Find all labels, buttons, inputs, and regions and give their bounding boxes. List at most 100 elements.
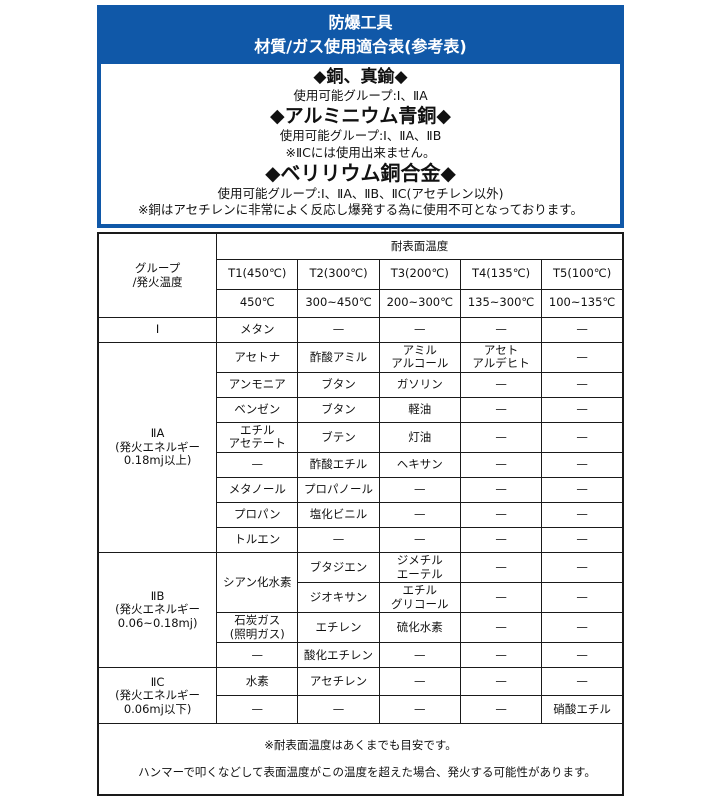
- gas-cell: —: [459, 396, 543, 423]
- gas-cell: —: [459, 421, 543, 454]
- page: 防爆工具 材質/ガス使用適合表(参考表) ◆銅、真鍮◆ 使用可能グループ:Ⅰ、Ⅱ…: [97, 5, 624, 796]
- gas-cell: シアン化水素: [216, 551, 299, 614]
- gas-cell: —: [297, 316, 380, 343]
- temp-range-cell: 450℃: [216, 288, 299, 318]
- table-row: エチル アセテート ブテン 灯油 — —: [98, 421, 624, 454]
- gas-cell: 酢酸アミル: [297, 341, 380, 373]
- gas-cell: —: [378, 477, 461, 503]
- material-heading-beryllium-copper: ◆ベリリウム銅合金◆: [265, 160, 456, 185]
- gas-cell: —: [459, 612, 543, 644]
- gas-cell: —: [297, 527, 380, 553]
- gas-cell: —: [541, 452, 624, 478]
- gas-cell: —: [378, 667, 461, 697]
- table-row: — 酸化エチレン — — —: [98, 642, 624, 669]
- gas-cell: —: [541, 642, 624, 669]
- gas-cell: —: [541, 612, 624, 644]
- footnote-row: ※耐表面温度はあくまでも目安です。 ハンマーで叩くなどして表面温度がこの温度を超…: [97, 723, 624, 796]
- gas-cell: —: [459, 316, 543, 343]
- gas-cell: アセトナ: [216, 341, 299, 373]
- gas-cell: 酢酸エチル: [297, 452, 380, 478]
- gas-cell: —: [216, 452, 299, 478]
- gas-cell: —: [378, 527, 461, 553]
- table-row: ⅡC (発火エネルギー 0.06mj以下) 水素 アセチレン — — —: [97, 667, 624, 725]
- gas-cell: 硫化水素: [378, 612, 461, 644]
- gas-cell: —: [459, 667, 543, 697]
- gas-cell: —: [216, 642, 299, 669]
- table-row: Ⅰ メタン — — — —: [97, 316, 624, 343]
- gas-cell: —: [459, 527, 543, 553]
- material-heading-copper-brass: ◆銅、真鍮◆: [313, 67, 408, 87]
- gas-cell: —: [459, 582, 543, 614]
- table-row: ⅡA (発火エネルギー 0.18mj以上) アセトナ 酢酸アミル アミル アルコ…: [97, 341, 624, 554]
- gas-cell: —: [378, 502, 461, 528]
- page-title: 防爆工具: [328, 13, 393, 32]
- header-row-surface-temp: グループ /発火温度 耐表面温度: [97, 232, 624, 318]
- gas-cell: エチル グリコール: [378, 582, 461, 614]
- gas-cell: —: [541, 421, 624, 454]
- gas-cell: —: [378, 642, 461, 669]
- gas-cell: メタノール: [216, 477, 299, 503]
- gas-cell: エチレン: [297, 612, 380, 644]
- header-row-temp-classes: T1(450℃) T2(300℃) T3(200℃) T4(135℃) T5(1…: [98, 258, 624, 290]
- gas-cell: ベンゼン: [216, 396, 299, 423]
- footnote-cell: ※耐表面温度はあくまでも目安です。 ハンマーで叩くなどして表面温度がこの温度を超…: [97, 723, 624, 796]
- gas-cell: エチル アセテート: [216, 421, 299, 454]
- gas-cell: —: [459, 695, 543, 725]
- table-row: アンモニア ブタン ガソリン — —: [98, 371, 624, 398]
- gas-cell: —: [541, 316, 624, 343]
- gas-cell: —: [459, 502, 543, 528]
- gas-cell: ブタン: [297, 396, 380, 423]
- gas-cell: ジオキサン: [297, 582, 380, 614]
- table-row: 石炭ガス (照明ガス) エチレン 硫化水素 — —: [98, 612, 624, 644]
- corner-cell: グループ /発火温度: [97, 232, 218, 318]
- page-subtitle: 材質/ガス使用適合表(参考表): [254, 37, 467, 56]
- temp-class-cell: T4(135℃): [459, 258, 543, 290]
- gas-cell: —: [297, 695, 380, 725]
- gas-cell: ブテン: [297, 421, 380, 454]
- gas-cell: プロパン: [216, 502, 299, 528]
- temp-range-cell: 135~300℃: [459, 288, 543, 318]
- gas-cell: —: [459, 551, 543, 584]
- table-row: ベンゼン ブタン 軽油 — —: [98, 396, 624, 423]
- temp-class-cell: T1(450℃): [216, 258, 299, 290]
- gas-cell: アンモニア: [216, 371, 299, 398]
- gas-cell: アセチレン: [297, 667, 380, 697]
- group-label-iib: ⅡB (発火エネルギー 0.06~0.18mj): [97, 551, 218, 669]
- material-heading-aluminum-bronze: ◆アルミニウム青銅◆: [269, 104, 452, 127]
- gas-cell: —: [459, 452, 543, 478]
- gas-cell: 硝酸エチル: [541, 695, 624, 725]
- group-label-iia: ⅡA (発火エネルギー 0.18mj以上): [97, 341, 218, 554]
- compatibility-table: グループ /発火温度 耐表面温度 T1(450℃) T2(300℃) T3(20…: [97, 232, 624, 796]
- temp-range-cell: 100~135℃: [541, 288, 624, 318]
- material-usable-groups: 使用可能グループ:Ⅰ、ⅡA、ⅡB: [279, 128, 442, 144]
- table-row: トルエン — — — —: [98, 527, 624, 553]
- gas-cell: —: [378, 316, 461, 343]
- group-label-iic: ⅡC (発火エネルギー 0.06mj以下): [97, 667, 218, 725]
- gas-cell: アミル アルコール: [378, 341, 461, 373]
- gas-cell: 石炭ガス (照明ガス): [216, 612, 299, 644]
- temp-range-cell: 300~450℃: [297, 288, 380, 318]
- surface-temp-header-cell: 耐表面温度: [216, 232, 624, 260]
- table-row: メタノール プロパノール — — —: [98, 477, 624, 503]
- title-banner: 防爆工具 材質/ガス使用適合表(参考表): [101, 5, 620, 64]
- gas-cell: —: [459, 642, 543, 669]
- gas-cell: 塩化ビニル: [297, 502, 380, 528]
- gas-cell: —: [541, 527, 624, 553]
- gas-cell: —: [541, 477, 624, 503]
- material-usable-groups: 使用可能グループ:Ⅰ、ⅡA: [293, 88, 428, 104]
- table-row: ジオキサン エチル グリコール — —: [98, 582, 624, 614]
- gas-cell: 灯油: [378, 421, 461, 454]
- title-and-info-block: 防爆工具 材質/ガス使用適合表(参考表) ◆銅、真鍮◆ 使用可能グループ:Ⅰ、Ⅱ…: [97, 5, 624, 229]
- gas-cell: ガソリン: [378, 371, 461, 398]
- gas-cell: プロパノール: [297, 477, 380, 503]
- table-row: — 酢酸エチル ヘキサン — —: [98, 452, 624, 478]
- gas-cell: 水素: [216, 667, 299, 697]
- gas-cell: アセト アルデヒト: [459, 341, 543, 373]
- gas-cell: —: [459, 477, 543, 503]
- temp-class-cell: T3(200℃): [378, 258, 461, 290]
- footnote-line: ハンマーで叩くなどして表面温度がこの温度を超えた場合、発火する可能性があります。: [138, 765, 596, 780]
- gas-cell: メタン: [216, 316, 299, 343]
- gas-cell: —: [541, 371, 624, 398]
- footnote-line: ※耐表面温度はあくまでも目安です。: [264, 737, 457, 752]
- gas-cell: —: [459, 371, 543, 398]
